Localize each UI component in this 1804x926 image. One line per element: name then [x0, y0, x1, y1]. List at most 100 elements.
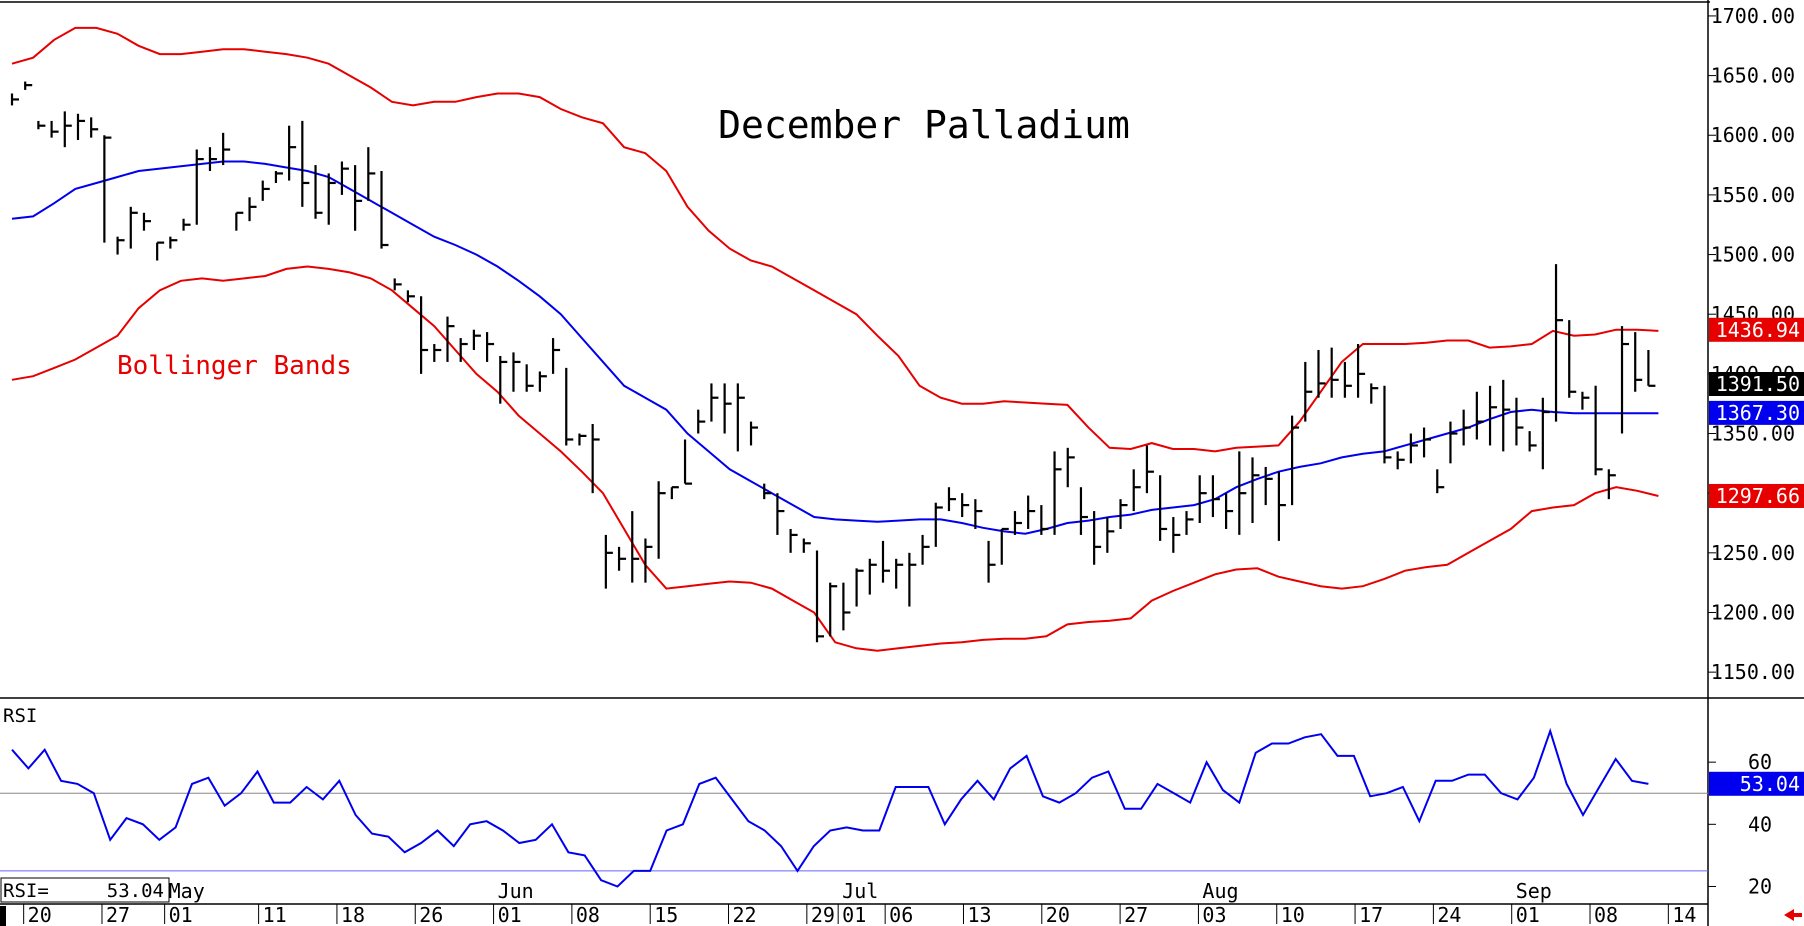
price-bar	[1211, 475, 1220, 518]
price-bar	[235, 211, 244, 231]
price-bar	[895, 558, 904, 589]
date-tick-label: 01	[842, 903, 866, 926]
price-bar	[406, 290, 415, 303]
price-bar	[1594, 385, 1603, 476]
price-bar	[1330, 347, 1339, 398]
rsi-tag-box	[1709, 771, 1804, 796]
price-bar	[1396, 451, 1405, 470]
price-bar	[420, 296, 429, 374]
date-tick-label: 06	[889, 903, 913, 926]
price-bar	[208, 147, 217, 172]
price-tag-box	[1709, 483, 1804, 508]
price-bar	[1132, 469, 1141, 512]
date-tick-label: 27	[106, 903, 130, 926]
price-tick-label: 1250.00	[1711, 541, 1795, 565]
price-tick-label: 1700.00	[1711, 4, 1795, 28]
price-tag-box	[1709, 372, 1804, 397]
rsi-tag: 53.04	[1709, 771, 1804, 796]
price-bar	[551, 338, 561, 374]
date-tick-label: 01	[1516, 903, 1540, 926]
price-bar	[261, 180, 270, 201]
price-bar	[63, 111, 72, 148]
price-bar	[1502, 379, 1511, 452]
price-bar	[103, 135, 112, 243]
scroll-marker-left[interactable]	[0, 906, 6, 926]
price-tag-box	[1709, 400, 1804, 425]
price-bar	[1462, 409, 1471, 446]
month-label: Aug	[1202, 879, 1238, 903]
date-tick-label: 08	[1594, 903, 1618, 926]
price-bar	[1027, 495, 1036, 529]
date-tick-label: 11	[263, 903, 287, 926]
price-bar	[1119, 499, 1128, 529]
price-bar	[1093, 511, 1102, 565]
date-tick-label: 24	[1437, 903, 1461, 926]
rsi-axis-ticks: 60 40 20	[1708, 750, 1772, 898]
scroll-left-arrow-icon[interactable]	[1784, 909, 1802, 921]
price-bar	[1607, 469, 1616, 500]
rsi-readout-label: RSI=	[3, 880, 49, 902]
price-bar	[525, 364, 534, 392]
price-bar	[683, 439, 693, 485]
price-bar	[169, 236, 178, 249]
price-bar	[1277, 471, 1286, 541]
price-bar	[485, 332, 495, 362]
rsi-readout-box	[0, 877, 170, 903]
date-tick-label: 13	[967, 903, 991, 926]
price-tick-label: 1600.00	[1711, 123, 1795, 147]
price-bar	[974, 499, 983, 529]
price-bar	[288, 125, 297, 181]
price-tag: 1297.66	[1709, 483, 1804, 508]
price-bar	[1343, 361, 1352, 398]
price-bar	[1317, 350, 1326, 398]
date-tick-label: 20	[28, 903, 52, 926]
price-bar	[987, 540, 996, 583]
price-tag-box	[1709, 317, 1804, 342]
price-bar	[1066, 447, 1075, 488]
price-bar	[50, 120, 59, 138]
price-bar	[1053, 451, 1062, 535]
price-bar	[248, 197, 257, 222]
price-bar	[881, 540, 890, 583]
date-tick-label: 10	[1281, 903, 1305, 926]
price-bar	[578, 433, 587, 446]
price-tick-label: 1200.00	[1711, 600, 1795, 624]
lower-bollinger-band	[11, 265, 1659, 652]
price-bar	[591, 423, 600, 494]
price-bar	[76, 113, 85, 141]
price-bar	[1370, 383, 1379, 404]
price-bar	[1515, 397, 1524, 446]
price-bar	[1634, 332, 1643, 392]
rsi-tick-label: 40	[1748, 812, 1772, 836]
lower-band-line	[11, 265, 1659, 652]
price-tick-label: 1650.00	[1711, 64, 1795, 88]
date-tick-label: 08	[576, 903, 600, 926]
price-bar	[604, 534, 613, 589]
price-bar	[657, 481, 666, 559]
date-tick-label: 15	[654, 903, 678, 926]
price-tags: 1436.94 1391.50 1367.30 1297.66	[1709, 317, 1804, 508]
month-label: Sep	[1516, 879, 1552, 903]
price-bar	[37, 120, 46, 130]
price-bar	[314, 165, 323, 219]
price-bar	[142, 212, 151, 231]
price-bar	[1436, 469, 1445, 494]
price-bar	[776, 493, 785, 535]
price-axis-ticks: 1700.001650.001600.001550.001500.001450.…	[1708, 4, 1795, 684]
price-tick-label: 1500.00	[1711, 243, 1795, 267]
price-bar	[182, 218, 191, 231]
price-bar	[697, 409, 706, 434]
price-bar	[1475, 391, 1484, 440]
price-bar	[1079, 487, 1088, 535]
price-bar	[1449, 421, 1458, 464]
price-bar	[1620, 326, 1630, 434]
price-tag: 1391.50	[1709, 372, 1804, 397]
price-bar	[1647, 350, 1656, 387]
price-bar	[961, 493, 970, 518]
rsi-series-line	[11, 727, 1649, 888]
price-bar	[393, 278, 402, 291]
price-bar	[763, 483, 772, 500]
price-tag: 1367.30	[1709, 400, 1804, 425]
price-bar	[195, 149, 204, 225]
